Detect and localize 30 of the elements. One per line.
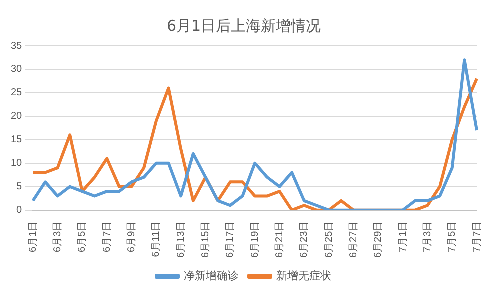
x-tick-label: 6月15日 xyxy=(200,221,212,258)
x-tick-label: 7月7日 xyxy=(472,221,483,252)
x-tick-label: 6月7日 xyxy=(102,221,113,252)
x-tick-label: 6月29日 xyxy=(373,221,384,258)
x-tick-label: 6月25日 xyxy=(324,221,335,258)
x-tick-label: 6月23日 xyxy=(299,221,310,258)
x-tick-label: 7月3日 xyxy=(422,221,434,252)
y-tick-label: 30 xyxy=(11,64,23,76)
y-tick-label: 0 xyxy=(16,205,23,216)
x-tick-label: 6月1日 xyxy=(28,221,39,252)
x-tick-label: 6月27日 xyxy=(348,221,360,258)
y-tick-label: 5 xyxy=(16,182,23,193)
x-tick-label: 6月9日 xyxy=(126,221,138,252)
x-tick-label: 6月17日 xyxy=(225,221,236,258)
legend-label: 新增无症状 xyxy=(276,270,332,283)
x-tick-label: 6月13日 xyxy=(176,221,187,258)
x-tick-label: 7月5日 xyxy=(447,221,458,252)
x-tick-label: 6月11日 xyxy=(151,221,162,258)
x-tick-label: 7月1日 xyxy=(398,221,409,252)
y-tick-label: 20 xyxy=(11,111,23,122)
x-tick-label: 6月21日 xyxy=(274,221,286,258)
x-tick-label: 6月5日 xyxy=(77,221,88,252)
y-tick-label: 25 xyxy=(11,88,23,99)
x-tick-label: 6月19日 xyxy=(250,221,261,258)
x-tick-label: 6月3日 xyxy=(52,221,64,252)
chart-title: 6月1日后上海新增情况 xyxy=(166,16,322,35)
legend-label: 净新增确诊 xyxy=(184,270,239,283)
y-tick-label: 15 xyxy=(11,134,23,146)
y-tick-label: 10 xyxy=(11,158,23,170)
y-tick-label: 35 xyxy=(11,40,23,52)
